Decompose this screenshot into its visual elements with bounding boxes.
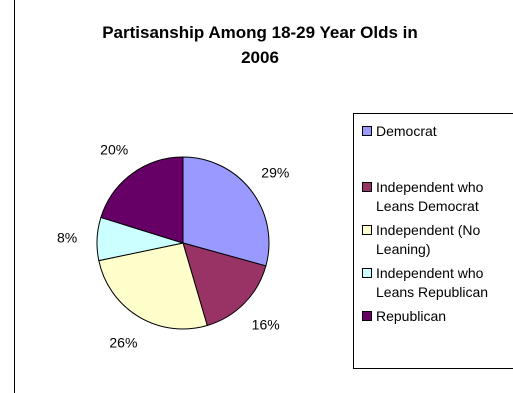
pie-slice-lean-democrat [182,242,267,327]
pie-data-label: 16% [252,316,280,332]
pie-slice-republican [100,156,184,244]
legend-label: Independent (No Leaning) [376,222,481,257]
chart-area [14,0,513,393]
legend-swatch [362,126,372,136]
legend-swatch [362,182,372,192]
pie-slice-democrat [182,156,270,267]
pie-data-label: 29% [261,165,289,181]
pie-data-label: 20% [100,142,128,158]
legend-label: Independent who Leans Republican [376,265,489,300]
legend-label: Democrat [376,123,437,139]
legend-swatch [362,268,372,278]
legend-swatch [362,225,372,235]
legend-label: Republican [376,308,447,324]
pie-data-label: 8% [57,230,77,246]
legend-swatch [362,311,372,321]
pie-data-label: 26% [109,335,137,351]
legend: Democrat Independent who Leans Democrat … [353,113,513,369]
chart-title: Partisanship Among 18-29 Year Olds in 20… [102,23,418,67]
legend-label: Independent who Leans Democrat [376,179,484,214]
pie-slice-no-leaning [98,242,208,330]
